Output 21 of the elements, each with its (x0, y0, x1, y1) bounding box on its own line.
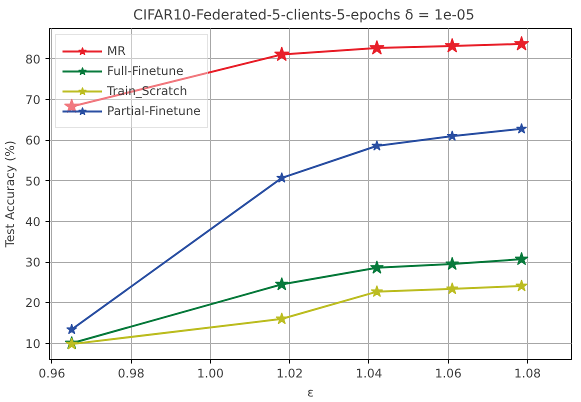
y-tick-label: 40 (25, 214, 41, 229)
legend-label: MR (107, 44, 127, 58)
legend-label: Full-Finetune (107, 64, 184, 78)
x-axis-title: ε (307, 386, 314, 400)
y-tick-label: 80 (25, 52, 41, 66)
x-tick-label: 0.98 (118, 366, 145, 380)
y-tick-label: 20 (25, 296, 41, 310)
x-tick-label: 1.02 (276, 366, 304, 380)
x-tick-label: 1.00 (197, 366, 224, 380)
legend-label: Partial-Finetune (107, 104, 201, 118)
y-tick-label: 70 (25, 93, 41, 108)
y-tick-label: 50 (25, 174, 41, 188)
chart-title: CIFAR10-Federated-5-clients-5-epochs δ = 1e-05 (133, 8, 474, 24)
y-tick-label: 10 (25, 336, 41, 351)
x-tick-label: 1.08 (514, 366, 541, 380)
x-tick-label: 1.06 (434, 366, 462, 380)
x-tick-label: 1.04 (356, 366, 382, 380)
y-tick-label: 30 (25, 256, 41, 270)
x-tick-label: 0.96 (38, 366, 66, 380)
y-tick-label: 60 (25, 134, 41, 148)
y-axis-title: Test Accuracy (%) (3, 140, 18, 248)
